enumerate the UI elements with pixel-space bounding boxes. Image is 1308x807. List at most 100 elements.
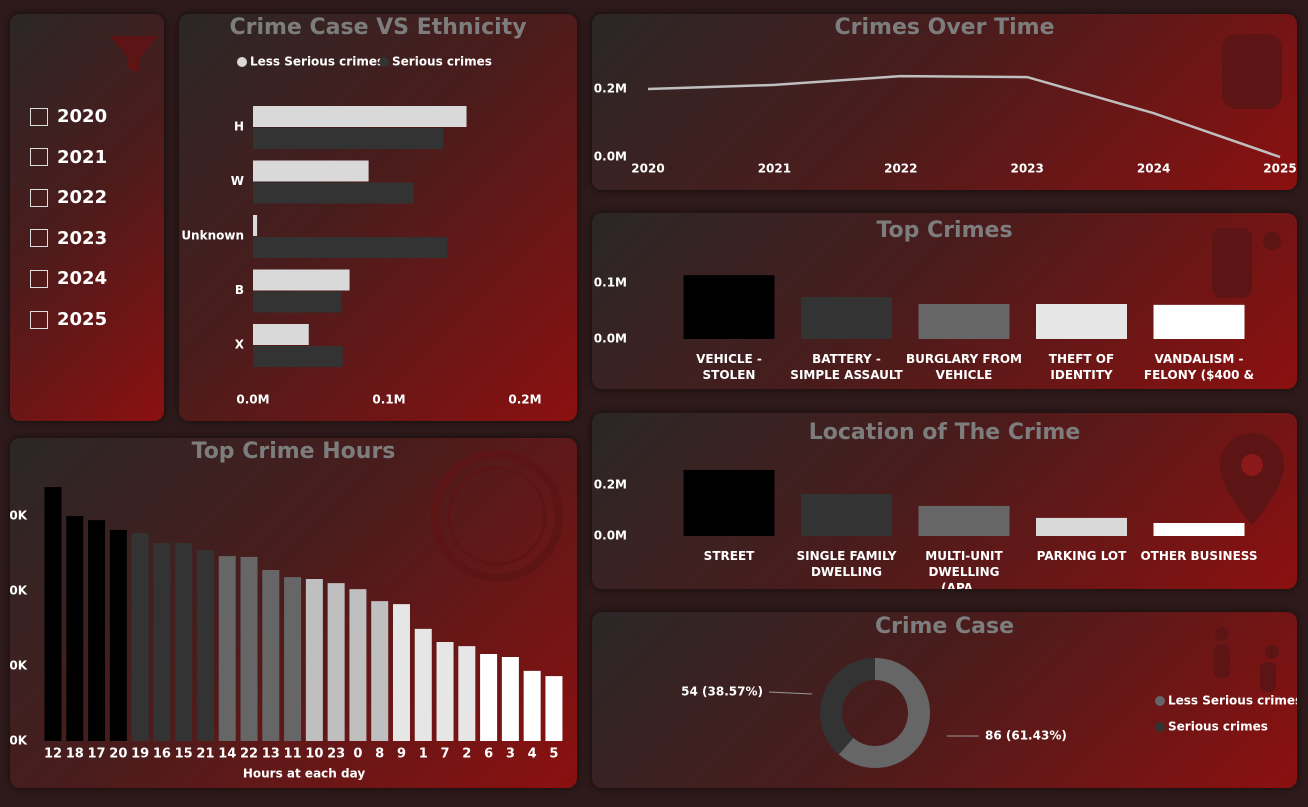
legend-label: Serious crimes [1168,720,1268,734]
bar [801,493,892,536]
bar [458,646,476,741]
bar [44,487,62,741]
checkbox[interactable] [30,107,48,126]
bar [918,505,1010,536]
chart-card: Crime Case VS Ethnicity 0.0M 0.1M 0.2M Less … [179,14,577,421]
y-tick-label: 0.2M [594,478,627,492]
x-tick-label: 23 [327,747,345,762]
x-tick-label: 2023 [1010,162,1043,176]
clock-icon [431,450,563,582]
x-tick-label: 17 [88,747,106,762]
x-tick-label: VANDALISM - FELONY ($400 & ... [1143,352,1255,389]
x-tick-label: 20 [109,747,127,762]
slicer-label: 2022 [57,187,108,209]
y-tick-label: 60K [10,509,28,523]
icon [1260,662,1276,692]
x-tick-label: VEHICLE - STOLEN [696,352,762,382]
y-tick-label: X [235,338,245,352]
bar [918,304,1010,339]
year-slicer: 2020 2021 2022 2023 2024 2025 [10,14,164,421]
chart-title: Crime Case VS Ethnicity [229,15,526,40]
pin-icon [1220,433,1284,525]
chart-card: Crimes Over Time 0.0M 0.2M 2020 2021 2022 2023… [592,14,1297,190]
chart-card: Top Crime Hours0K20K40K60K12181720191615… [10,438,577,788]
x-tick-label: 8 [375,747,384,762]
y-tick-label: 20K [10,659,28,673]
bar [253,346,343,367]
icon [1265,645,1279,659]
x-tick-label: STREET [703,549,755,563]
bar [109,529,127,741]
checkbox[interactable] [30,269,48,288]
x-tick-label: 6 [484,747,493,762]
chart: Crime Case VS Ethnicity 0.0M 0.1M 0.2M Less … [181,15,541,407]
bar [801,297,892,339]
legend-label: Serious crimes [392,55,492,69]
chart-title: Location of The Crime [809,420,1081,445]
slicer-label: 2024 [57,268,108,290]
slicer-icon-layer [110,36,158,74]
bar [240,556,258,741]
x-tick-label: 18 [66,747,84,762]
slicer-item[interactable]: 2023 [30,228,107,249]
x-tick-label: 2021 [758,162,791,176]
x-tick-label: 2022 [884,162,917,176]
slicer-item[interactable]: 2025 [30,309,107,330]
icon [1212,228,1252,298]
legend-marker [1155,696,1165,706]
bar [131,532,149,741]
bar [253,215,258,236]
bar [305,579,323,741]
bar [1153,522,1245,536]
bar [253,106,467,127]
checkbox[interactable] [30,188,48,207]
slicer-item[interactable]: 2021 [30,147,107,168]
legend-label: Less Serious crimes [1168,694,1297,708]
x-tick-label: 2025 [1263,162,1296,176]
bar [175,543,193,741]
bar [253,237,448,258]
bar [262,570,280,741]
y-tick-label: 0.2M [594,82,627,96]
x-tick-label: 3 [506,747,515,762]
y-tick-label: H [234,120,244,134]
x-tick-label: 5 [549,747,558,762]
x-tick-label: 2 [462,747,471,762]
y-tick-label: 40K [10,584,28,598]
icon [1222,34,1282,109]
slicer-item[interactable]: 2024 [30,268,107,289]
bar [414,628,432,741]
x-tick-label: 12 [44,747,62,762]
bar [153,543,171,741]
bar [392,604,410,741]
slicer-item[interactable]: 2022 [30,187,107,208]
bar [545,676,563,741]
bar [436,642,454,741]
x-tick-label: 11 [284,747,302,762]
bar [327,583,345,741]
x-tick-label: 9 [397,747,406,762]
icon [1241,454,1263,476]
x-tick-label: BATTERY - SIMPLE ASSAULT [790,352,903,382]
bar [683,275,775,339]
chart-card: Crime Case 86 (61.43%) Less Serious crimes… [592,612,1297,788]
bar [1036,304,1127,339]
checkbox[interactable] [30,148,48,167]
chart: Top Crime Hours0K20K40K60K12181720191615… [10,439,563,781]
chart: Location of The Crime 0.0M 0.2M [594,420,1284,543]
x-tick-label: 0.1M [372,393,405,407]
x-tick-label: 0.2M [508,393,541,407]
bar [284,577,302,741]
checkbox[interactable] [30,310,48,329]
x-tick-label: 16 [153,747,171,762]
chart: Top Crimes 0.0M 0.1M [594,218,1281,346]
x-tick-label: 0.0M [236,393,269,407]
slicer-item[interactable]: 2020 [30,106,107,127]
checkbox[interactable] [30,229,48,248]
legend-marker [1155,722,1165,732]
x-tick-label: 2024 [1137,162,1170,176]
x-tick-label: OTHER BUSINESS [1140,549,1258,563]
slicer-label: 2023 [57,227,108,249]
x-tick-label: 22 [240,747,258,762]
